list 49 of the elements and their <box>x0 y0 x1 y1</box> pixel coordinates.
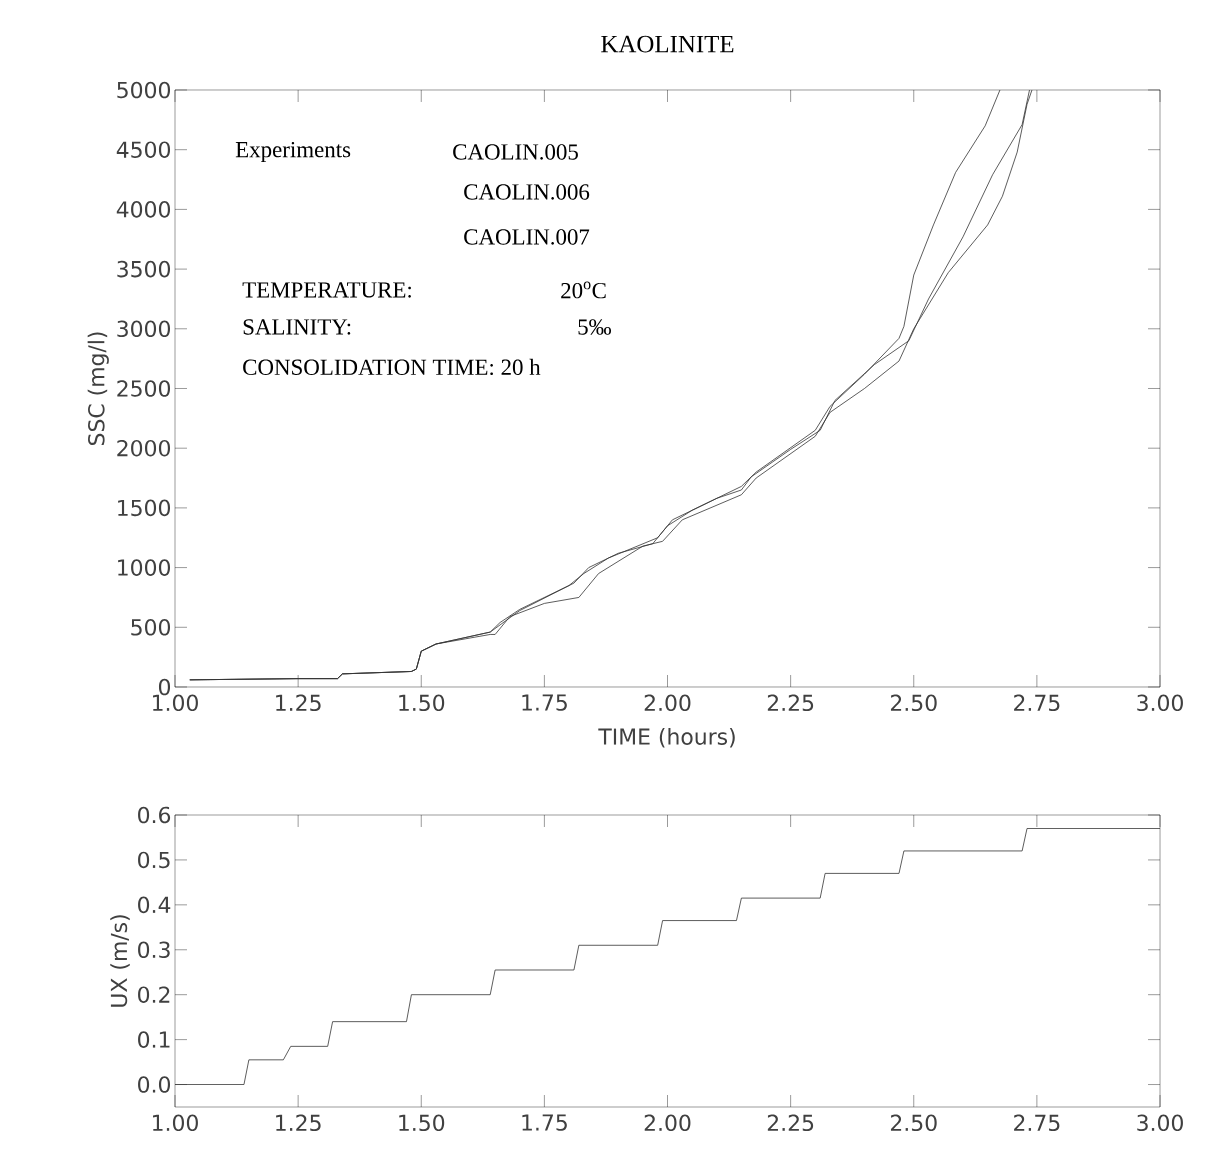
x-tick-label: 1.25 <box>276 1114 321 1132</box>
y-tick-label: 4000 <box>116 201 170 218</box>
x-tick-label: 2.00 <box>644 1114 691 1132</box>
y-tick-label: 4500 <box>116 141 170 158</box>
annotation: CAOLIN.005 <box>453 144 578 160</box>
y-tick-label: 3500 <box>117 260 170 278</box>
annotation: CONSOLIDATION TIME: 20 h <box>243 358 541 376</box>
annotation: 20$^{o}$C <box>561 281 606 299</box>
x-tick-label: 2.25 <box>767 1114 814 1132</box>
x-tick-label: 1.75 <box>522 1114 567 1131</box>
x-tick-label: 1.50 <box>399 694 445 712</box>
y-tick-label: 0.5 <box>138 851 170 869</box>
annotation: CAOLIN.006 <box>464 184 590 200</box>
annotation: 5‰ <box>578 319 612 335</box>
x-axis-title: TIME (hours) <box>598 727 735 748</box>
y-tick-label: 2500 <box>117 380 170 397</box>
x-tick-label: 1.00 <box>153 1114 198 1132</box>
y-tick-label: 0.4 <box>138 896 171 914</box>
y-axis-title: SSC (mg/l) <box>87 332 109 446</box>
y-tick-label: 0.0 <box>138 1076 171 1093</box>
x-tick-label: 2.75 <box>1014 1114 1060 1132</box>
annotation: SALINITY: <box>243 319 351 335</box>
x-tick-label: 1.25 <box>276 694 321 712</box>
annotation: Experiments <box>235 141 351 163</box>
x-tick-label: 2.50 <box>890 694 937 712</box>
x-tick-label: 2.00 <box>644 694 691 712</box>
x-tick-label: 1.75 <box>522 694 567 711</box>
y-tick-label: 0 <box>158 678 171 696</box>
x-tick-label: 2.25 <box>767 694 814 712</box>
y-tick-label: 5000 <box>117 81 170 99</box>
y-tick-label: 1500 <box>118 499 170 517</box>
y-tick-label: 0.2 <box>138 986 170 1003</box>
y-tick-label: 0.1 <box>138 1031 170 1048</box>
y-tick-label: 3000 <box>117 320 170 338</box>
y-axis-title: UX (m/s) <box>110 915 130 1007</box>
y-tick-label: 0.3 <box>138 941 170 959</box>
x-tick-label: 2.50 <box>890 1114 937 1132</box>
x-tick-label: 2.75 <box>1014 694 1060 712</box>
x-tick-label: 3.00 <box>1137 694 1183 712</box>
x-tick-label: 1.00 <box>153 694 198 712</box>
y-tick-label: 500 <box>131 619 171 636</box>
y-tick-label: 1000 <box>118 559 170 576</box>
y-tick-label: 2000 <box>117 439 170 457</box>
annotation: CAOLIN.007 <box>464 229 590 245</box>
annotation: TEMPERATURE: <box>242 282 411 298</box>
x-tick-label: 3.00 <box>1137 1114 1183 1132</box>
y-tick-label: 0.6 <box>138 806 171 824</box>
chart-title: KAOLINITE <box>601 35 734 53</box>
x-tick-label: 1.50 <box>399 1114 445 1132</box>
